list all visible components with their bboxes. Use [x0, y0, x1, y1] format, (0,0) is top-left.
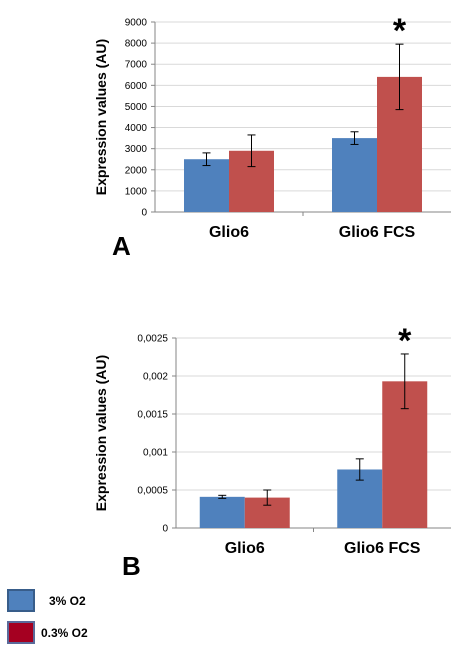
chart-b-ytick-label: 0,0015 — [137, 410, 168, 421]
chart-a-ytick-label: 0 — [141, 208, 147, 219]
chart-a-ytick-label: 2000 — [125, 165, 148, 176]
chart-a-ytick-label: 5000 — [125, 102, 148, 113]
chart-a-ytick-label: 9000 — [125, 18, 148, 29]
chart-a-ytick-label: 8000 — [125, 39, 148, 50]
legend-label-hypoxia: 0.3% O2 — [41, 626, 88, 640]
chart-b-ytick-label: 0,0025 — [137, 334, 168, 345]
chart-a-category-label: Glio6 FCS — [339, 224, 416, 241]
chart-a-bar-normoxia — [332, 138, 377, 212]
chart-a-panel-label: A — [112, 231, 131, 261]
chart-a-y-axis-title: Expression values (AU) — [93, 39, 109, 195]
chart-b-y-axis-title: Expression values (AU) — [93, 355, 109, 511]
chart-a-bar-normoxia — [184, 159, 229, 212]
chart-a-category-label: Glio6 — [209, 224, 249, 241]
chart-b-panel-label: B — [122, 551, 141, 581]
chart-b-ytick-label: 0,002 — [143, 372, 168, 383]
chart-a-ytick-label: 6000 — [125, 81, 148, 92]
chart-a-ytick-label: 1000 — [125, 186, 148, 197]
chart-b-category-label: Glio6 FCS — [344, 540, 421, 557]
legend-label-normoxia: 3% O2 — [49, 594, 86, 608]
chart-a-ytick-label: 7000 — [125, 60, 148, 71]
chart-b-ytick-label: 0,001 — [143, 448, 168, 459]
chart-b-significance-star: * — [398, 322, 412, 360]
legend-swatch-normoxia — [7, 589, 35, 612]
chart-a-significance-star: * — [393, 12, 407, 50]
chart-a-ytick-label: 4000 — [125, 123, 148, 134]
chart-b-ytick-label: 0,0005 — [137, 486, 168, 497]
chart-a-ytick-label: 3000 — [125, 144, 148, 155]
chart-b-ytick-label: 0 — [162, 524, 168, 535]
chart-b-category-label: Glio6 — [225, 540, 265, 557]
legend-swatch-hypoxia — [7, 621, 35, 644]
chart-b-bar-normoxia — [199, 496, 245, 528]
